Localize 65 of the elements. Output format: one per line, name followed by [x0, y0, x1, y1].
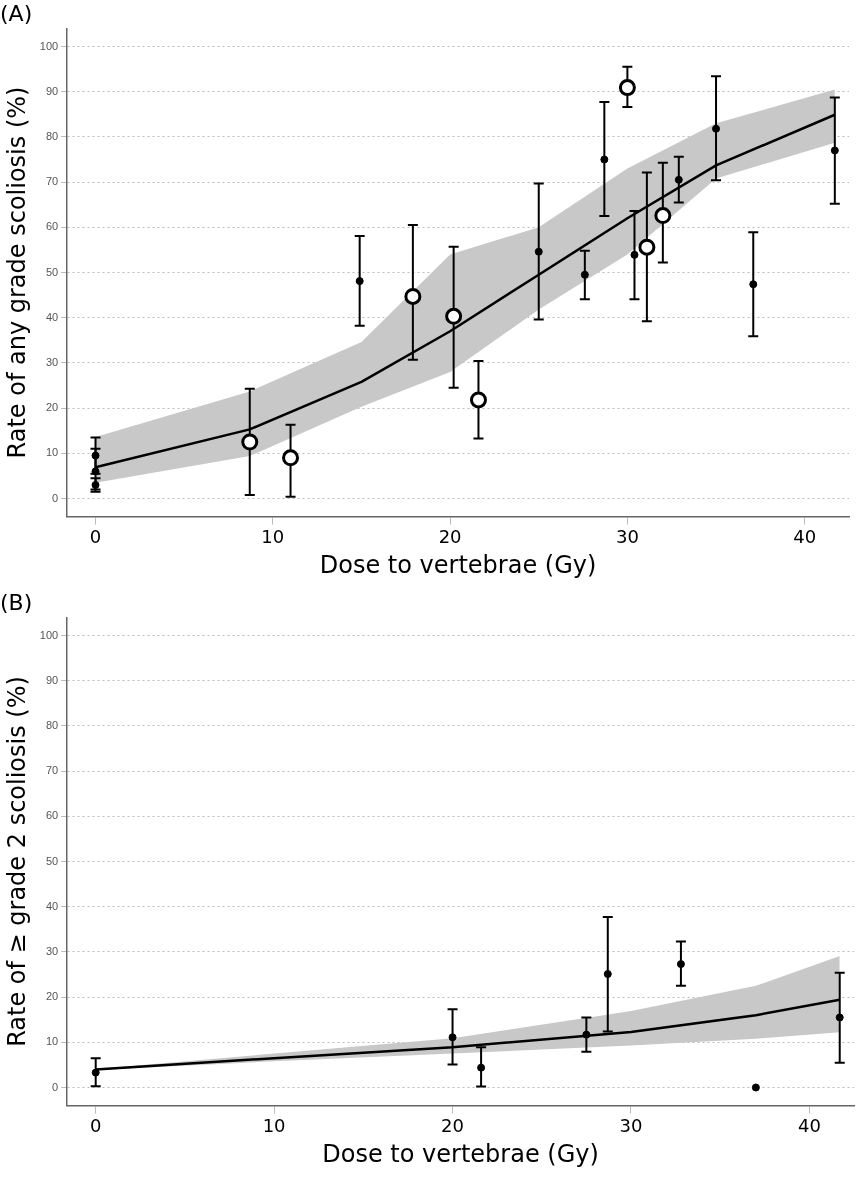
y-tick-label: 90 — [45, 673, 59, 686]
point — [749, 280, 758, 289]
point — [282, 449, 300, 467]
x-tick-label: 40 — [797, 1115, 821, 1137]
point — [241, 433, 259, 451]
point — [600, 155, 609, 164]
y-tick-label: 10 — [45, 446, 59, 459]
x-tick-label: 30 — [619, 1115, 643, 1137]
y-tick-label: 20 — [45, 990, 59, 1003]
y-tick-label: 10 — [45, 1035, 59, 1048]
y-tick-label: 0 — [52, 1080, 59, 1093]
y-tick-label: 20 — [45, 401, 59, 414]
point — [630, 250, 639, 259]
point — [712, 124, 721, 133]
point — [445, 307, 463, 325]
point — [835, 1013, 844, 1022]
y-tick-label: 30 — [45, 355, 59, 368]
x-axis-title: Dose to vertebrae (Gy) — [319, 550, 597, 579]
chart-title: (A) — [0, 0, 33, 26]
y-tick-label: 60 — [45, 220, 59, 233]
point — [91, 1068, 100, 1077]
x-tick-label: 0 — [89, 526, 102, 548]
x-tick-label: 10 — [262, 1115, 286, 1137]
point — [638, 238, 656, 256]
y-tick-label: 80 — [45, 718, 59, 731]
point — [91, 467, 100, 476]
y-tick-label: 30 — [45, 944, 59, 957]
y-tick-label: 50 — [45, 854, 59, 867]
y-tick-label: 80 — [45, 129, 59, 142]
point — [91, 451, 100, 460]
y-tick-label: 70 — [45, 175, 59, 188]
point — [582, 1030, 591, 1039]
point — [534, 247, 543, 256]
point — [603, 970, 612, 979]
point — [830, 146, 839, 155]
chart-title: (B) — [0, 589, 33, 615]
x-tick-label: 20 — [441, 1115, 464, 1137]
y-tick-label: 70 — [45, 764, 59, 777]
y-tick-label: 100 — [39, 39, 59, 52]
point — [618, 79, 636, 97]
y-axis-title: Rate of any grade scoliosis (%) — [2, 86, 31, 459]
point — [676, 960, 685, 969]
y-tick-label: 60 — [45, 809, 59, 822]
point — [674, 175, 683, 184]
point — [448, 1033, 457, 1042]
point — [477, 1063, 486, 1072]
y-tick-label: 40 — [45, 310, 59, 323]
point — [580, 270, 589, 279]
x-tick-label: 30 — [615, 526, 639, 548]
y-tick-label: 0 — [52, 491, 59, 504]
point — [654, 207, 672, 225]
y-tick-label: 100 — [39, 628, 59, 641]
point — [404, 287, 422, 305]
x-axis-title: Dose to vertebrae (Gy) — [322, 1139, 599, 1168]
y-axis-title: Rate of ≥ grade 2 scoliosis (%) — [2, 676, 31, 1047]
y-tick-label: 50 — [45, 265, 59, 278]
x-tick-label: 0 — [89, 1115, 102, 1137]
x-tick-label: 20 — [438, 526, 462, 548]
point — [751, 1083, 760, 1092]
x-tick-label: 10 — [261, 526, 285, 548]
point — [469, 391, 487, 409]
point — [355, 277, 364, 286]
y-tick-label: 40 — [45, 899, 59, 912]
x-tick-label: 40 — [793, 526, 817, 548]
y-tick-label: 90 — [45, 84, 59, 97]
